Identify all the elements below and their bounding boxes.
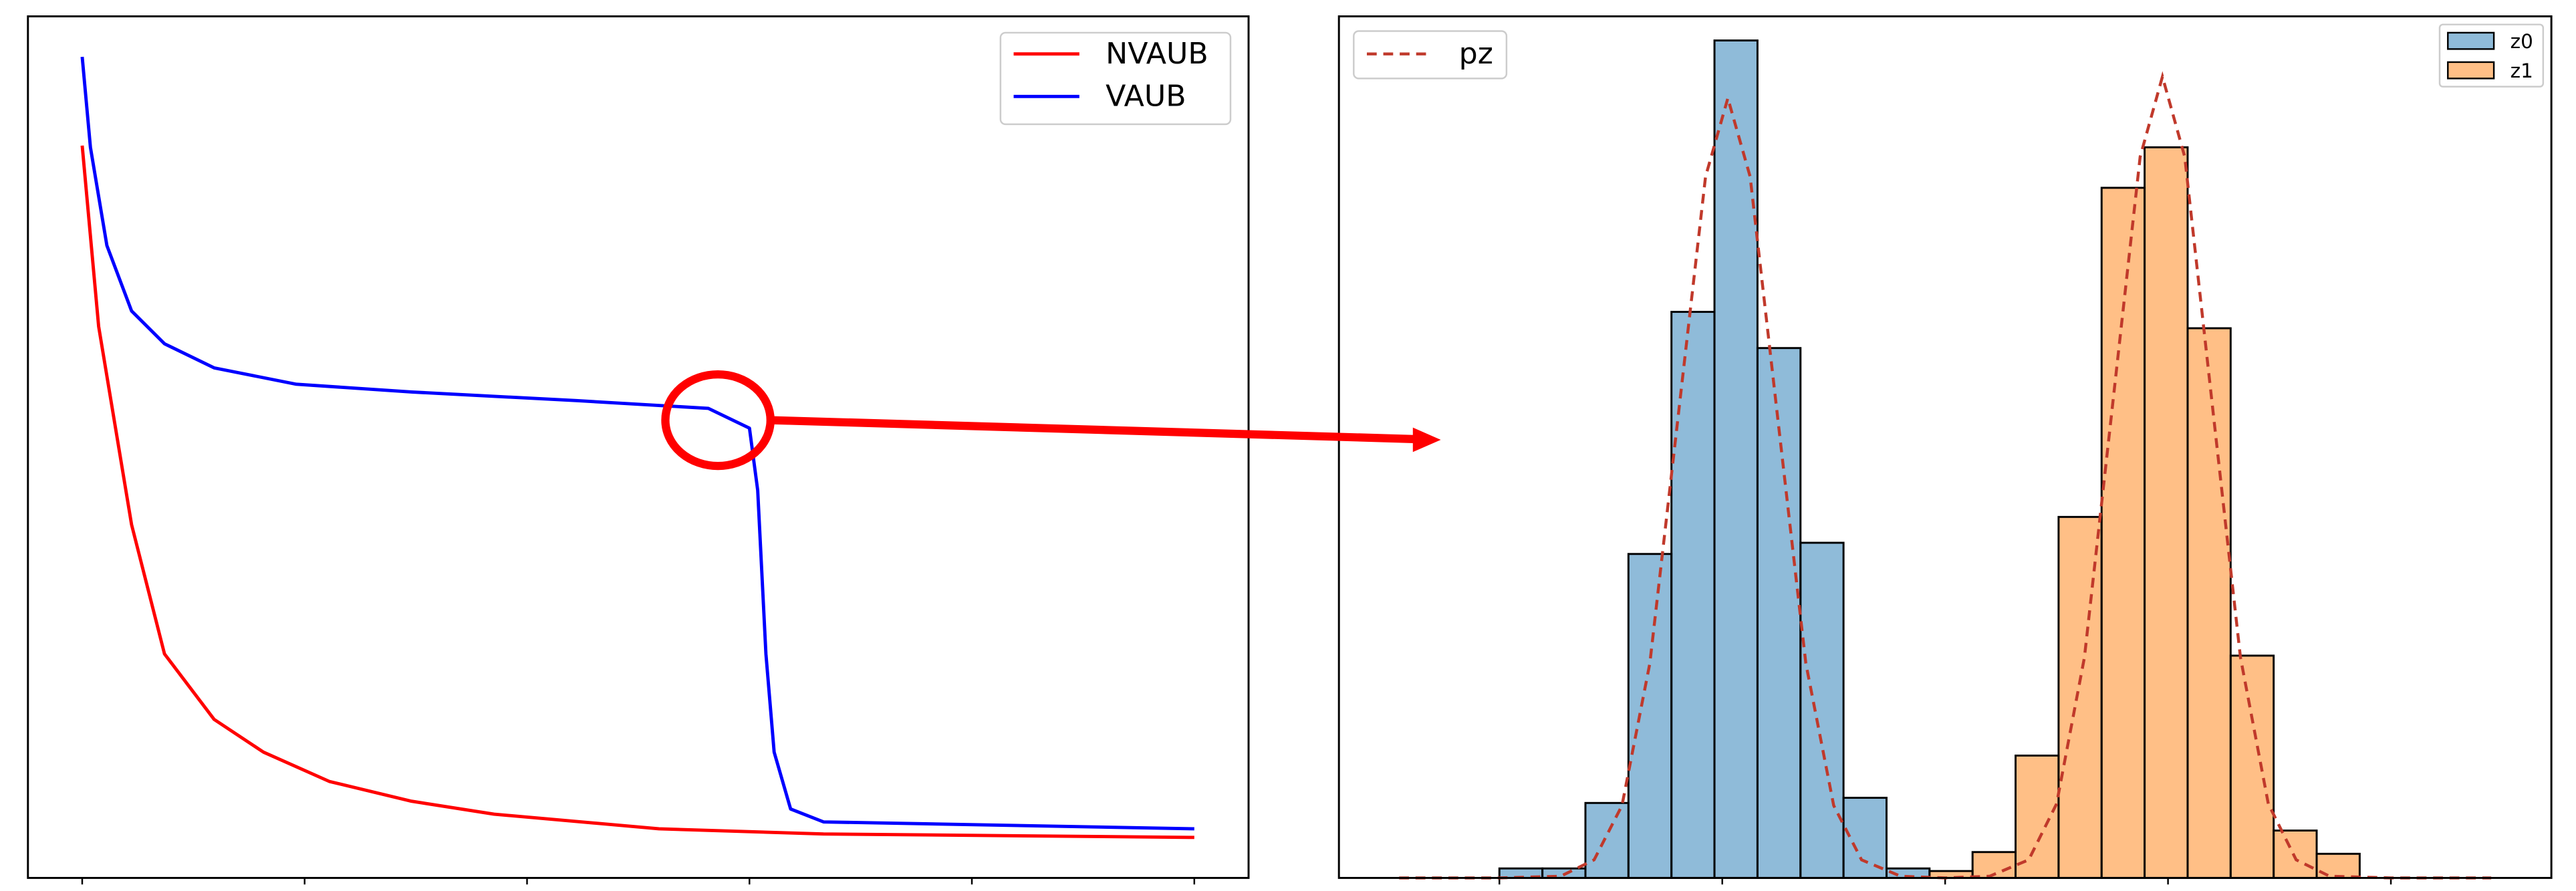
plot-frame (27, 15, 1250, 879)
hist-bar (2186, 327, 2232, 879)
annotation (661, 370, 1441, 471)
highlight-circle (661, 370, 775, 471)
hist-bar (1928, 870, 1974, 879)
hist-bar (2100, 186, 2146, 879)
line-series (80, 145, 1194, 840)
plot-frame (1337, 15, 2553, 879)
hist-bar (2229, 654, 2275, 879)
hist-bar (2015, 754, 2060, 879)
legend-swatch (2447, 31, 2495, 50)
legend-label: NVAUB (1106, 37, 1208, 71)
hist-bar (1627, 553, 1673, 879)
legend-label: VAUB (1106, 80, 1186, 114)
hist-bar (1584, 801, 1630, 879)
legend-label: pz (1459, 37, 1493, 71)
hist-bar (2144, 146, 2189, 879)
legend-box (1353, 30, 1508, 80)
hist-bar (1799, 541, 1845, 879)
legend-label: z1 (2510, 59, 2533, 82)
line-series (80, 56, 1194, 831)
hist-bar (2273, 830, 2318, 879)
arrow-shaft (770, 416, 1416, 444)
hist-bar (1670, 311, 1716, 879)
arrow-head (1412, 427, 1441, 453)
density-line (1399, 71, 2492, 880)
hist-bar (1713, 39, 1759, 879)
legend-swatch (2447, 61, 2495, 80)
hist-bar (1842, 797, 1888, 879)
legend-label: z0 (2510, 30, 2533, 53)
